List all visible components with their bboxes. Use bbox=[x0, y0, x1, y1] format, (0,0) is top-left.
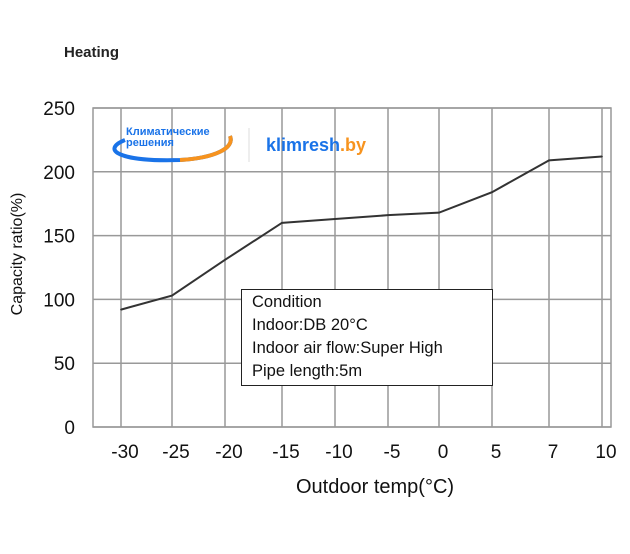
data-point bbox=[491, 191, 493, 194]
data-point bbox=[171, 294, 173, 297]
data-point bbox=[438, 211, 440, 214]
data-point bbox=[601, 155, 603, 158]
x-tick-label: -20 bbox=[215, 442, 242, 463]
x-axis-label: Outdoor temp(°C) bbox=[296, 476, 455, 498]
condition-line: Condition bbox=[252, 293, 322, 311]
logo-ru-text: Климатические решения bbox=[126, 126, 210, 149]
x-tick-label: -30 bbox=[111, 442, 138, 463]
x-tick-label: 5 bbox=[491, 442, 502, 463]
data-point bbox=[281, 222, 283, 224]
y-tick-label: 150 bbox=[43, 227, 75, 248]
condition-line: Indoor:DB 20°C bbox=[252, 316, 368, 334]
chart-title: Heating bbox=[64, 44, 120, 61]
y-tick-label: 250 bbox=[43, 99, 75, 120]
data-point bbox=[120, 308, 122, 311]
plot-border bbox=[92, 107, 612, 428]
y-tick-label: 0 bbox=[64, 418, 75, 439]
data-point bbox=[224, 259, 226, 261]
y-tick-label: 50 bbox=[54, 354, 75, 375]
condition-line: Pipe length:5m bbox=[252, 362, 363, 380]
y-tick-label: 100 bbox=[43, 290, 75, 311]
logo-text: klimresh.by bbox=[266, 135, 367, 155]
data-point bbox=[387, 214, 389, 216]
x-tick-label: 7 bbox=[548, 442, 559, 463]
condition-box: Condition Indoor:DB 20°C Indoor air flow… bbox=[241, 289, 493, 386]
data-point bbox=[548, 159, 550, 162]
x-tick-label: -10 bbox=[325, 442, 352, 463]
data-point bbox=[334, 218, 336, 220]
y-tick-label: 200 bbox=[43, 163, 75, 184]
condition-line: Indoor air flow:Super High bbox=[252, 339, 443, 357]
x-tick-label: -25 bbox=[162, 442, 189, 463]
x-tick-label: -5 bbox=[384, 442, 401, 463]
x-tick-label: 10 bbox=[595, 442, 616, 463]
x-tick-label: 0 bbox=[438, 442, 449, 463]
x-tick-label: -15 bbox=[272, 442, 299, 463]
series-line bbox=[120, 155, 603, 311]
